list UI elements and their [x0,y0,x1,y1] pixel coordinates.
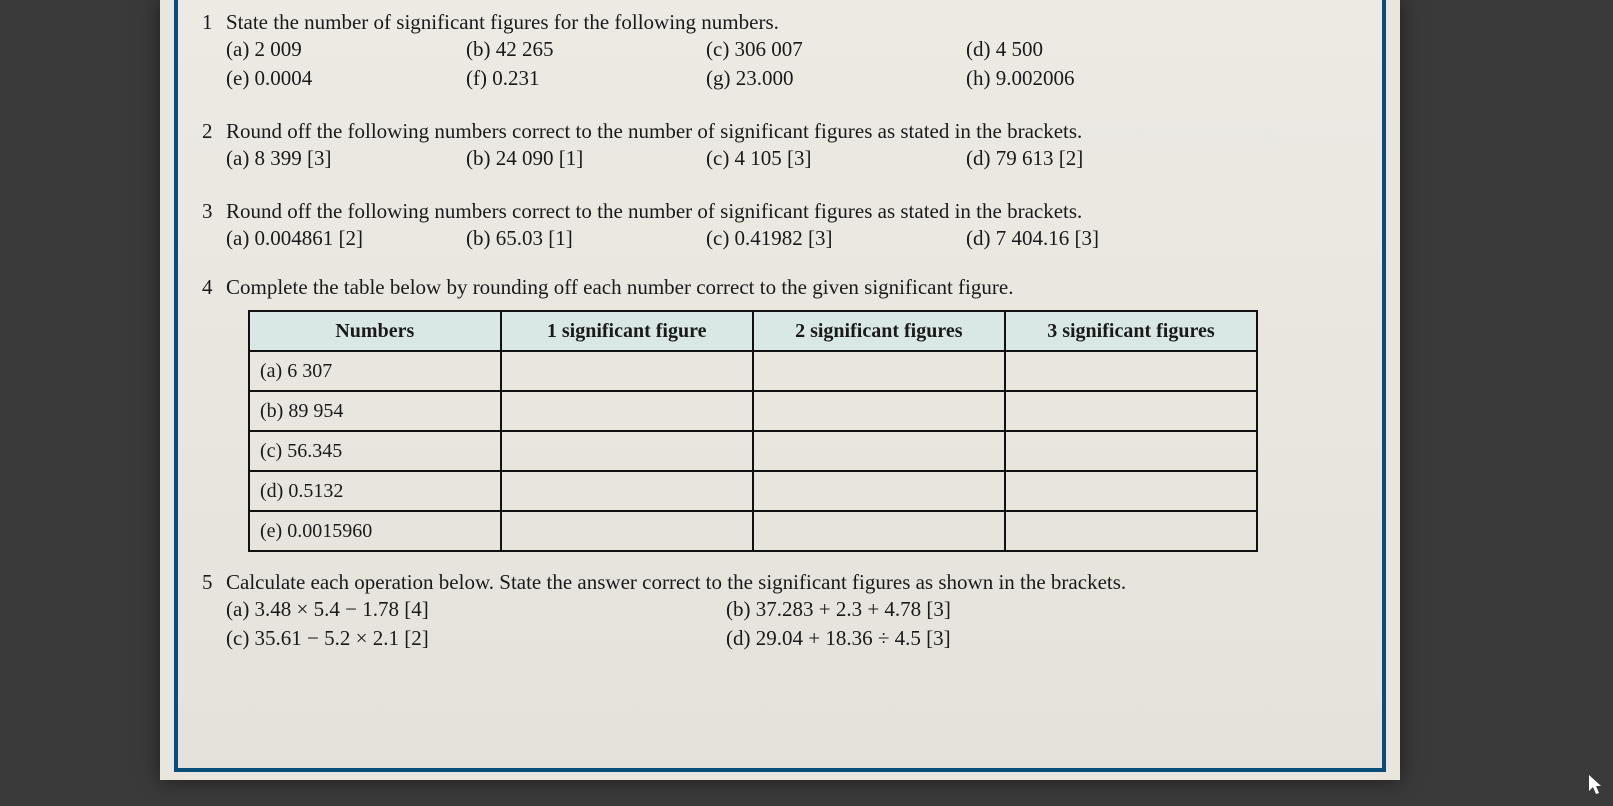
q1-opt-d: (d) 4 500 [966,35,1226,64]
table-row: (e) 0.0015960 [249,511,1257,551]
cursor-icon [1589,775,1605,800]
cell-empty [501,511,753,551]
q5-opt-d: (d) 29.04 + 18.36 ÷ 4.5 [3] [726,624,1226,653]
q3-options: (a) 0.004861 [2] (b) 65.03 [1] (c) 0.419… [226,224,1358,253]
th-3sf: 3 significant figures [1005,311,1257,351]
table-row: (a) 6 307 [249,351,1257,391]
cell-empty [1005,391,1257,431]
cell-empty [1005,431,1257,471]
q5-number: 5 [202,570,226,595]
q4-table: Numbers 1 significant figure 2 significa… [248,310,1258,552]
q1-number: 1 [202,10,226,35]
q2-options: (a) 8 399 [3] (b) 24 090 [1] (c) 4 105 [… [226,144,1358,173]
q1-text: State the number of significant figures … [226,10,1358,35]
cell-empty [1005,471,1257,511]
row-e-num: (e) 0.0015960 [249,511,501,551]
th-1sf: 1 significant figure [501,311,753,351]
q2-opt-b: (b) 24 090 [1] [466,144,706,173]
cell-empty [753,511,1005,551]
q3-opt-a: (a) 0.004861 [2] [226,224,466,253]
cell-empty [753,431,1005,471]
q5-opt-c: (c) 35.61 − 5.2 × 2.1 [2] [226,624,726,653]
question-1: 1 State the number of significant figure… [202,10,1358,93]
question-4: 4 Complete the table below by rounding o… [202,275,1358,552]
document-page: 1 State the number of significant figure… [160,0,1400,780]
q5-text: Calculate each operation below. State th… [226,570,1358,595]
row-d-num: (d) 0.5132 [249,471,501,511]
question-5: 5 Calculate each operation below. State … [202,570,1358,653]
row-b-num: (b) 89 954 [249,391,501,431]
q3-number: 3 [202,199,226,224]
table-row: (c) 56.345 [249,431,1257,471]
table-row: (d) 0.5132 [249,471,1257,511]
row-c-num: (c) 56.345 [249,431,501,471]
q3-text: Round off the following numbers correct … [226,199,1358,224]
q2-opt-d: (d) 79 613 [2] [966,144,1226,173]
row-a-num: (a) 6 307 [249,351,501,391]
cell-empty [501,351,753,391]
q5-opt-b: (b) 37.283 + 2.3 + 4.78 [3] [726,595,1226,624]
q1-options: (a) 2 009 (b) 42 265 (c) 306 007 (d) 4 5… [226,35,1358,93]
q1-opt-a: (a) 2 009 [226,35,466,64]
cell-empty [501,431,753,471]
content-frame: 1 State the number of significant figure… [174,0,1386,772]
q5-opt-a: (a) 3.48 × 5.4 − 1.78 [4] [226,595,726,624]
q1-opt-c: (c) 306 007 [706,35,966,64]
cell-empty [501,391,753,431]
table-header-row: Numbers 1 significant figure 2 significa… [249,311,1257,351]
q1-opt-b: (b) 42 265 [466,35,706,64]
q3-opt-d: (d) 7 404.16 [3] [966,224,1226,253]
cell-empty [1005,511,1257,551]
q3-opt-b: (b) 65.03 [1] [466,224,706,253]
cell-empty [753,471,1005,511]
q1-opt-e: (e) 0.0004 [226,64,466,93]
cell-empty [501,471,753,511]
th-2sf: 2 significant figures [753,311,1005,351]
q1-opt-f: (f) 0.231 [466,64,706,93]
q2-opt-c: (c) 4 105 [3] [706,144,966,173]
q5-options: (a) 3.48 × 5.4 − 1.78 [4] (b) 37.283 + 2… [226,595,1358,653]
th-numbers: Numbers [249,311,501,351]
q2-number: 2 [202,119,226,144]
q1-opt-g: (g) 23.000 [706,64,966,93]
cell-empty [753,351,1005,391]
cell-empty [1005,351,1257,391]
q4-number: 4 [202,275,226,300]
question-3: 3 Round off the following numbers correc… [202,199,1358,253]
q1-opt-h: (h) 9.002006 [966,64,1226,93]
q2-text: Round off the following numbers correct … [226,119,1358,144]
q3-opt-c: (c) 0.41982 [3] [706,224,966,253]
table-row: (b) 89 954 [249,391,1257,431]
q4-text: Complete the table below by rounding off… [226,275,1358,300]
cell-empty [753,391,1005,431]
q2-opt-a: (a) 8 399 [3] [226,144,466,173]
question-2: 2 Round off the following numbers correc… [202,119,1358,173]
